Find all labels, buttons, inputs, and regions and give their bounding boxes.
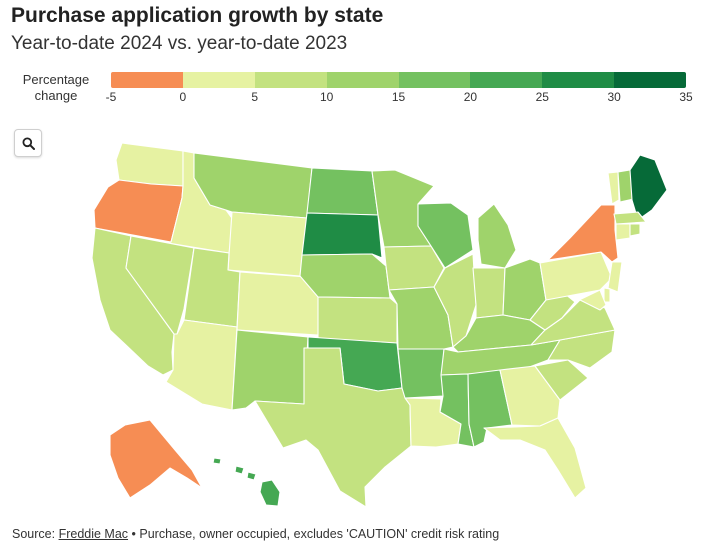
legend-tick: 30 bbox=[607, 90, 621, 104]
state-ne[interactable] bbox=[299, 253, 391, 299]
state-me[interactable] bbox=[629, 154, 668, 221]
state-mi[interactable] bbox=[477, 203, 517, 269]
legend-tick: 0 bbox=[179, 90, 187, 104]
state-az[interactable] bbox=[165, 319, 238, 411]
legend-bar bbox=[111, 72, 686, 88]
legend-tick: 35 bbox=[679, 90, 693, 104]
map-search-button[interactable] bbox=[14, 129, 42, 157]
legend-tick: 5 bbox=[251, 90, 259, 104]
state-ak[interactable] bbox=[109, 419, 203, 499]
legend-swatch-7 bbox=[614, 72, 686, 88]
legend-swatch-2 bbox=[254, 72, 327, 88]
legend-title-line2: change bbox=[34, 88, 78, 103]
state-wi[interactable] bbox=[417, 202, 474, 269]
chart-subtitle: Year-to-date 2024 vs. year-to-date 2023 bbox=[11, 33, 348, 54]
source-description: • Purchase, owner occupied, excludes 'CA… bbox=[128, 527, 500, 541]
legend-swatch-4 bbox=[398, 72, 471, 88]
state-vt[interactable] bbox=[607, 171, 620, 205]
state-wa[interactable] bbox=[115, 142, 184, 187]
chart-title: Purchase application growth by state bbox=[11, 4, 384, 27]
legend-swatch-0 bbox=[111, 72, 183, 88]
legend-tick: 20 bbox=[463, 90, 478, 104]
legend-swatch-1 bbox=[182, 72, 255, 88]
state-sd[interactable] bbox=[301, 212, 383, 259]
state-nm[interactable] bbox=[231, 329, 309, 411]
legend-tick: 15 bbox=[391, 90, 406, 104]
state-sc[interactable] bbox=[534, 359, 589, 401]
legend-tick: 25 bbox=[535, 90, 549, 104]
source-link[interactable]: Freddie Mac bbox=[58, 527, 129, 541]
legend-swatch-3 bbox=[326, 72, 399, 88]
legend-swatch-5 bbox=[470, 72, 543, 88]
state-tx[interactable] bbox=[254, 347, 412, 508]
state-md[interactable] bbox=[574, 289, 607, 311]
state-nd[interactable] bbox=[306, 167, 379, 216]
search-icon bbox=[22, 137, 35, 150]
state-ri[interactable] bbox=[629, 223, 641, 237]
legend-tick: -5 bbox=[105, 90, 117, 104]
state-ar[interactable] bbox=[397, 348, 445, 399]
state-wy[interactable] bbox=[227, 211, 308, 277]
source-note: Source: Freddie Mac • Purchase, owner oc… bbox=[12, 527, 499, 541]
source-label: Source: bbox=[12, 527, 59, 541]
state-de[interactable] bbox=[603, 287, 611, 303]
state-fl[interactable] bbox=[483, 417, 587, 499]
legend-title: Percentage change bbox=[12, 72, 100, 104]
state-nj[interactable] bbox=[607, 261, 623, 293]
legend-title-line1: Percentage bbox=[22, 72, 90, 87]
state-hi[interactable] bbox=[212, 457, 281, 507]
state-ks[interactable] bbox=[317, 296, 398, 344]
state-in[interactable] bbox=[472, 267, 506, 319]
state-ma[interactable] bbox=[613, 211, 647, 225]
legend-swatch-6 bbox=[542, 72, 615, 88]
state-ny[interactable] bbox=[547, 204, 619, 263]
legend-tick: 10 bbox=[319, 90, 334, 104]
state-ct[interactable] bbox=[615, 223, 631, 241]
color-legend: -5 0 5 10 15 20 25 30 35 bbox=[106, 72, 693, 112]
